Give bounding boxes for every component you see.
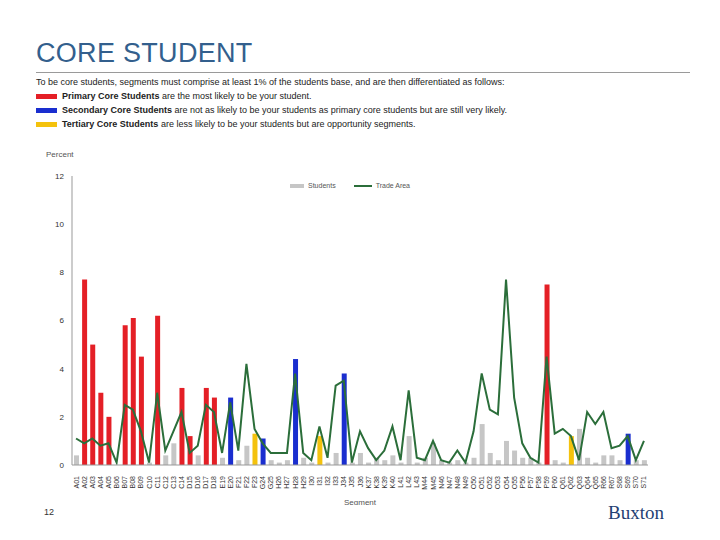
svg-text:K38: K38 [373, 476, 380, 489]
svg-text:I31: I31 [316, 476, 323, 486]
svg-text:J35: J35 [348, 476, 355, 487]
html-text:Tertiary Core Students are les: Tertiary Core Students are less likely t… [62, 119, 416, 129]
svg-text:I33: I33 [332, 476, 339, 486]
svg-text:Q63: Q63 [576, 476, 584, 489]
svg-text:Q65: Q65 [592, 476, 600, 489]
svg-text:0: 0 [60, 461, 65, 470]
svg-text:2: 2 [60, 413, 65, 422]
svg-text:D15: D15 [186, 476, 193, 489]
svg-text:R66: R66 [600, 476, 607, 489]
svg-text:S69: S69 [624, 476, 631, 489]
svg-text:O53: O53 [494, 476, 501, 489]
svg-text:A02: A02 [81, 476, 88, 489]
svg-text:L42: L42 [405, 476, 412, 488]
svg-text:P60: P60 [551, 476, 558, 489]
svg-text:F22: F22 [243, 476, 250, 488]
svg-text:R67: R67 [608, 476, 615, 489]
svg-text:K39: K39 [381, 476, 388, 489]
svg-text:I32: I32 [324, 476, 331, 486]
html-text:CORE STUDENT: CORE STUDENT [36, 38, 253, 68]
svg-text:P57: P57 [527, 476, 534, 489]
svg-text:E20: E20 [227, 476, 234, 489]
html-text:Buxton: Buxton [608, 502, 664, 523]
svg-text:O55: O55 [511, 476, 518, 489]
svg-text:S70: S70 [632, 476, 639, 489]
svg-text:J34: J34 [340, 476, 347, 487]
html-text:Secondary Core Students are no: Secondary Core Students are not as likel… [62, 105, 507, 115]
svg-text:A05: A05 [105, 476, 112, 489]
svg-text:P58: P58 [535, 476, 542, 489]
svg-text:B07: B07 [121, 476, 128, 489]
svg-text:S68: S68 [616, 476, 623, 489]
svg-text:C13: C13 [170, 476, 177, 489]
svg-text:M45: M45 [430, 476, 437, 490]
svg-text:10: 10 [55, 220, 64, 229]
svg-text:F23: F23 [251, 476, 258, 488]
svg-text:P59: P59 [543, 476, 550, 489]
html-text:12: 12 [44, 507, 54, 517]
html-text:To be core students, segments: To be core students, segments must compr… [36, 77, 505, 87]
svg-text:S71: S71 [640, 476, 647, 489]
html-text:Trade Area: Trade Area [375, 182, 410, 189]
svg-text:A04: A04 [97, 476, 104, 489]
svg-text:O50: O50 [470, 476, 477, 489]
svg-text:N47: N47 [446, 476, 453, 489]
svg-text:C14: C14 [178, 476, 185, 489]
svg-text:A01: A01 [73, 476, 80, 489]
svg-text:4: 4 [60, 365, 65, 374]
svg-text:B09: B09 [137, 476, 144, 489]
svg-text:K37: K37 [365, 476, 372, 489]
svg-text:C10: C10 [146, 476, 153, 489]
svg-text:A03: A03 [89, 476, 96, 489]
svg-text:Q64: Q64 [584, 476, 592, 489]
svg-text:6: 6 [60, 316, 65, 325]
svg-text:B06: B06 [113, 476, 120, 489]
svg-text:B08: B08 [129, 476, 136, 489]
svg-text:Segment: Segment [344, 498, 377, 505]
svg-text:P56: P56 [519, 476, 526, 489]
svg-text:C11: C11 [154, 476, 161, 488]
svg-text:H28: H28 [292, 476, 299, 489]
svg-text:H26: H26 [275, 476, 282, 489]
svg-text:12: 12 [55, 172, 64, 181]
svg-text:M44: M44 [421, 476, 428, 490]
svg-text:Q62: Q62 [567, 476, 575, 489]
svg-text:G25: G25 [267, 476, 274, 489]
svg-text:N46: N46 [438, 476, 445, 489]
svg-text:H27: H27 [283, 476, 290, 489]
svg-text:D17: D17 [202, 476, 209, 489]
svg-text:E19: E19 [219, 476, 226, 489]
svg-text:G24: G24 [259, 476, 266, 489]
svg-text:K40: K40 [389, 476, 396, 489]
svg-text:O54: O54 [503, 476, 510, 489]
svg-text:O52: O52 [486, 476, 493, 489]
svg-text:8: 8 [60, 268, 65, 277]
html-text:Students: Students [308, 182, 336, 189]
svg-text:L43: L43 [413, 476, 420, 488]
svg-text:N49: N49 [462, 476, 469, 489]
svg-text:O51: O51 [478, 476, 485, 489]
svg-text:N48: N48 [454, 476, 461, 489]
svg-text:L41: L41 [397, 476, 404, 488]
svg-text:Q61: Q61 [559, 476, 567, 489]
svg-text:I30: I30 [308, 476, 315, 486]
svg-text:H29: H29 [300, 476, 307, 489]
svg-text:C12: C12 [162, 476, 169, 489]
svg-text:D16: D16 [194, 476, 201, 489]
svg-text:J36: J36 [357, 476, 364, 487]
html-text:Percent: Percent [46, 150, 74, 159]
svg-text:F21: F21 [235, 476, 242, 488]
svg-text:D18: D18 [210, 476, 217, 489]
html-text:Primary Core Students are the: Primary Core Students are the most likel… [62, 91, 312, 101]
